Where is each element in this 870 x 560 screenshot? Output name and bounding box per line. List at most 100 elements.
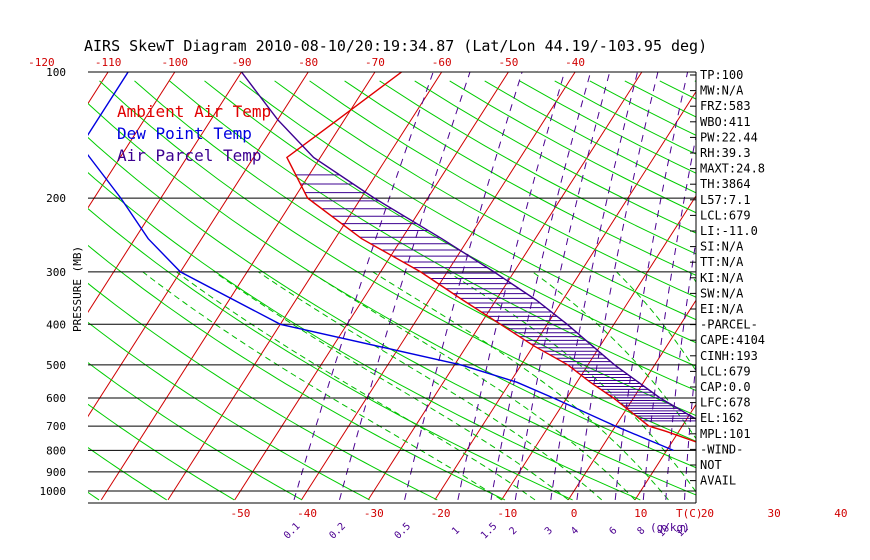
top-temp-tick-label: -120 — [28, 56, 55, 69]
dry-adiabat-line — [88, 136, 696, 496]
y-tick-label: 300 — [46, 266, 66, 279]
mixing-ratio-label: 0.5 — [393, 521, 414, 542]
isotherm-line — [567, 299, 696, 501]
isotherm-line — [835, 63, 870, 500]
dry-adiabat-line — [88, 446, 167, 501]
stability-index-item: MPL:101 — [700, 427, 751, 441]
dry-adiabat-line — [88, 244, 506, 501]
legend-dew-point-temp: Dew Point Temp — [117, 124, 252, 143]
moist-adiabat-line — [214, 271, 569, 501]
mixing-ratio-line — [514, 72, 611, 500]
grid-layer — [0, 63, 870, 501]
stability-index-item: SW:N/A — [700, 286, 744, 300]
bottom-temp-tick-label: -20 — [431, 507, 451, 520]
stability-index-item: LCL:679 — [700, 208, 751, 222]
top-temp-tick-label: -50 — [498, 56, 518, 69]
mixing-ratio-label: 6 — [607, 525, 619, 537]
moist-adiabat-line — [258, 271, 603, 501]
dry-adiabat-line — [379, 80, 696, 255]
isotherm-line — [634, 403, 696, 501]
bottom-temp-tick-label: -50 — [230, 507, 250, 520]
stability-index-item: CINH:193 — [700, 349, 758, 363]
series-line-ambient-air-temp — [286, 72, 696, 443]
isotherm-line — [301, 72, 576, 501]
top-temp-tick-label: -80 — [298, 56, 318, 69]
dry-adiabat-line — [88, 282, 438, 501]
isotherm-line — [768, 63, 870, 500]
series-layer — [88, 72, 696, 452]
series-line-dew-point-temp — [88, 72, 674, 452]
dry-adiabat-line — [88, 491, 100, 501]
mixing-ratio-line — [457, 72, 565, 501]
dry-adiabat-line — [88, 321, 370, 501]
bottom-temp-tick-label: 10 — [634, 507, 647, 520]
y-tick-label: 100 — [46, 66, 66, 79]
bottom-temp-tick-label: 20 — [701, 507, 714, 520]
mixing-ratio-label: 3 — [543, 525, 555, 537]
stability-index-item: LFC:678 — [700, 396, 751, 410]
bottom-temp-tick-label: -30 — [364, 507, 384, 520]
mixing-ratio-line — [665, 237, 696, 500]
isotherm-line — [0, 63, 47, 500]
mixing-ratio-line — [684, 359, 696, 500]
stability-index-item: LCL:679 — [700, 364, 751, 378]
mixing-ratio-line — [614, 72, 689, 500]
isotherm-line — [501, 195, 696, 501]
y-axis-label: PRESSURE (MB) — [71, 246, 84, 332]
mixing-ratio-line — [490, 72, 592, 500]
stability-index-item: AVAIL — [700, 474, 736, 488]
stability-index-item: MW:N/A — [700, 84, 744, 98]
mixing-ratio-line — [642, 134, 696, 500]
stability-index-item: FRZ:583 — [700, 99, 751, 113]
stability-index-item: NOT — [700, 458, 722, 472]
stability-index-item: TP:100 — [700, 68, 743, 82]
isotherm-line — [88, 72, 309, 418]
mixing-ratio-unit-label: (g/kg) — [650, 521, 690, 534]
dry-adiabat-line — [88, 172, 641, 501]
mixing-ratio-label: 1.5 — [479, 521, 500, 542]
stability-index-item: RH:39.3 — [700, 146, 751, 160]
dry-adiabat-line — [239, 80, 696, 344]
top-temp-tick-label: -100 — [162, 56, 189, 69]
bottom-temp-tick-label: 30 — [768, 507, 781, 520]
dry-adiabat-line — [88, 208, 573, 501]
stability-index-item: TH:3864 — [700, 177, 751, 191]
stability-index-item: KI:N/A — [700, 271, 744, 285]
dry-adiabat-line — [88, 362, 303, 501]
y-tick-label: 400 — [46, 318, 66, 331]
legend: Ambient Air Temp Dew Point Temp Air Parc… — [117, 102, 271, 165]
bottom-unit-label: T(C) — [676, 507, 703, 520]
stability-index-item: EL:162 — [700, 411, 743, 425]
moist-adiabat-line — [447, 271, 696, 493]
moist-adiabat-line — [142, 271, 502, 501]
top-temp-tick-label: -60 — [432, 56, 452, 69]
y-tick-label: 900 — [46, 466, 66, 479]
series-line-air-parcel-temp — [240, 72, 696, 420]
mixing-ratio-line — [339, 72, 471, 501]
isotherm-line — [88, 72, 176, 209]
stability-index-item: LI:-11.0 — [700, 224, 758, 238]
dry-adiabat-line — [344, 80, 696, 276]
stability-index-item: -PARCEL- — [700, 318, 758, 332]
legend-air-parcel-temp: Air Parcel Temp — [117, 146, 262, 165]
mixing-ratio-line — [763, 72, 801, 500]
bottom-temp-tick-label: -10 — [497, 507, 517, 520]
stability-index-item: TT:N/A — [700, 255, 744, 269]
mixing-ratio-label: 0.2 — [327, 521, 348, 542]
isotherm-line — [88, 72, 109, 105]
mixing-ratio-line — [784, 72, 817, 500]
stability-index-item: WBO:411 — [700, 115, 751, 129]
moist-adiabat-line — [616, 271, 696, 372]
moist-adiabat-line — [372, 271, 669, 501]
stability-index-item: PW:22.44 — [700, 130, 758, 144]
mixing-ratio-line — [404, 72, 523, 501]
top-temp-tick-label: -40 — [565, 56, 585, 69]
mixing-ratio-line — [293, 72, 434, 501]
mixing-ratio-label: 1 — [450, 525, 462, 537]
stability-index-item: MAXT:24.8 — [700, 162, 765, 176]
y-tick-label: 800 — [46, 444, 66, 457]
y-tick-label: 600 — [46, 392, 66, 405]
bottom-temp-tick-label: 40 — [834, 507, 847, 520]
